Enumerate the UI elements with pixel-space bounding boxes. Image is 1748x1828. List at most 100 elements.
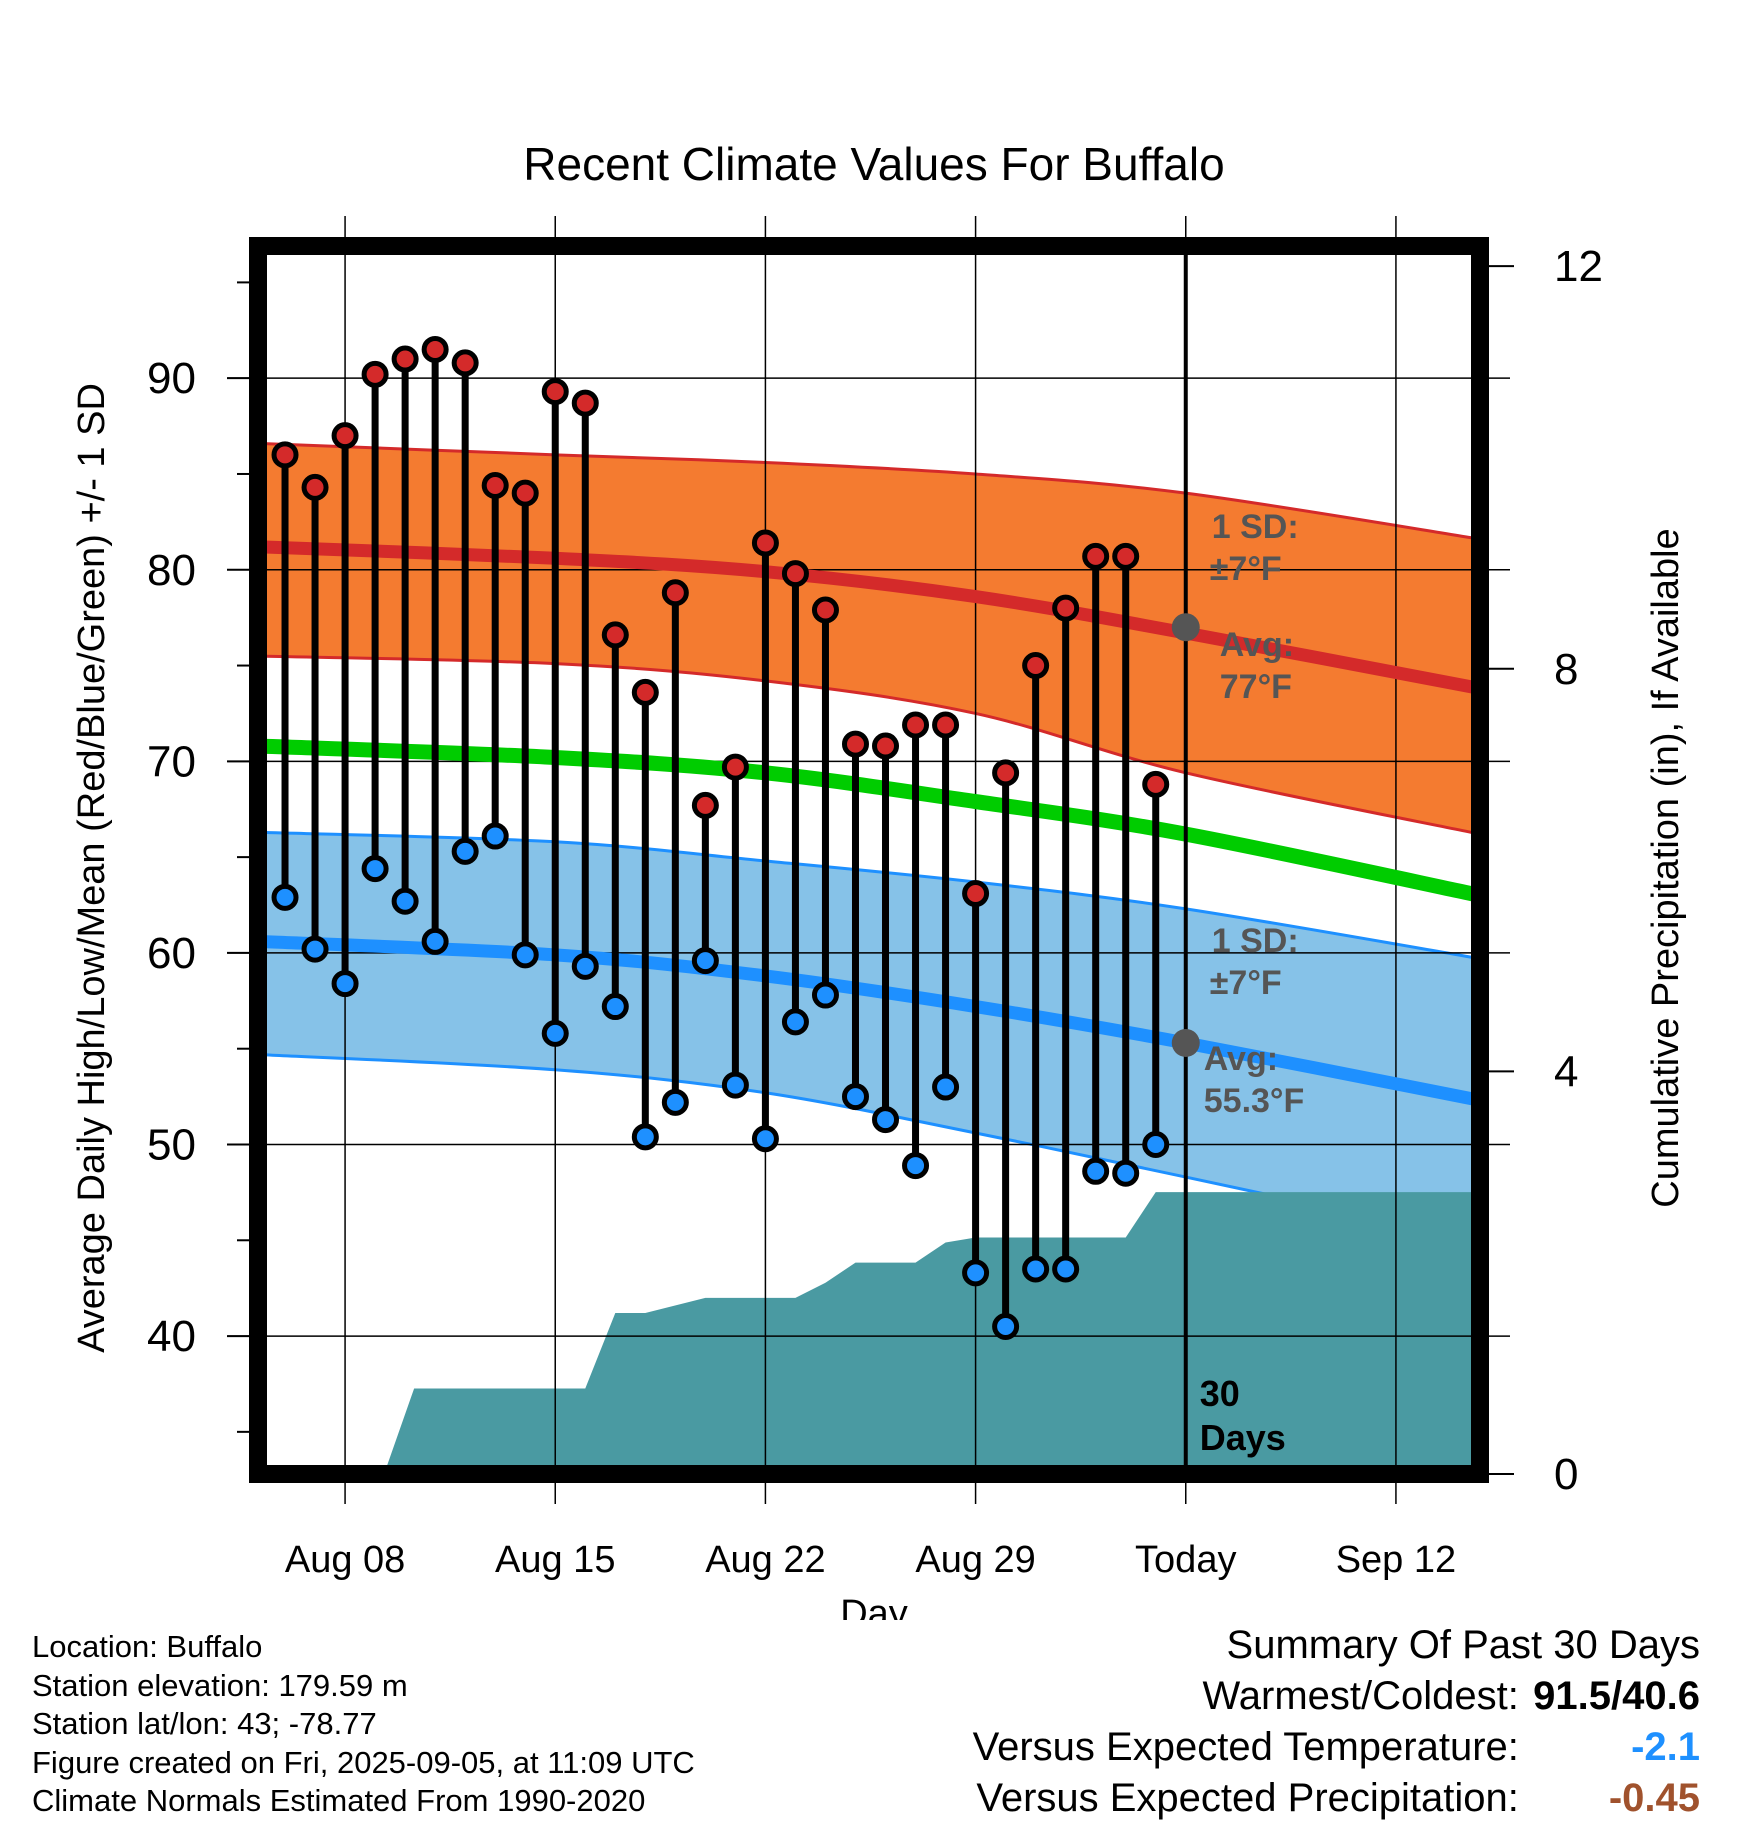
x-tick-label: Sep 12: [1336, 1539, 1456, 1581]
days-word-label: Days: [1200, 1417, 1286, 1458]
station-info: Location: Buffalo Station elevation: 179…: [32, 1628, 695, 1821]
observed-series: [271, 335, 1170, 1340]
x-axis-label: Day: [840, 1593, 908, 1620]
observed-low-point: [902, 1152, 930, 1180]
summary-temp: Versus Expected Temperature: -2.1: [973, 1722, 1700, 1773]
observed-low-point: [331, 970, 359, 998]
observed-low-point: [781, 1008, 809, 1036]
observed-low-point: [301, 935, 329, 963]
observed-high-point: [751, 529, 779, 557]
annotations: 1 SD: ±7°F Avg: 77°F 1 SD: ±7°F Avg: 55.3°F 30Da…: [1171, 508, 1305, 1458]
x-tick-label: Aug 08: [285, 1539, 405, 1581]
warm-cold-label: Warmest/Coldest:: [1202, 1674, 1519, 1718]
observed-high-point: [1142, 770, 1170, 798]
y-tick-label: 70: [147, 737, 196, 786]
observed-high-point: [691, 791, 719, 819]
observed-high-point: [1022, 652, 1050, 680]
observed-low-point: [1052, 1255, 1080, 1283]
y-tick-label: 80: [147, 546, 196, 595]
low-avg-value: 55.3°F: [1204, 1082, 1305, 1120]
y-tick-label: 60: [147, 929, 196, 978]
observed-low-point: [841, 1083, 869, 1111]
y2-tick-label: 4: [1554, 1047, 1578, 1096]
observed-low-point: [811, 981, 839, 1009]
days-count-label: 30: [1200, 1373, 1240, 1414]
high-avg-value: 77°F: [1220, 668, 1292, 706]
high-sd-value: ±7°F: [1210, 550, 1282, 588]
observed-low-point: [1142, 1130, 1170, 1158]
axes: 40 50 60 70 80 90 0 4 8 12 Aug 08 Aug 15 Aug 22 Aug 2…: [147, 237, 1603, 1581]
observed-high-point: [511, 479, 539, 507]
y2-tick-label: 8: [1554, 645, 1578, 694]
observed-low-point: [421, 927, 449, 955]
observed-high-point: [481, 471, 509, 499]
observed-high-point: [932, 711, 960, 739]
summary-panel: Summary Of Past 30 Days Warmest/Coldest:…: [973, 1620, 1700, 1824]
observed-low-point: [751, 1125, 779, 1153]
observed-low-point: [721, 1071, 749, 1099]
chart-title: Recent Climate Values For Buffalo: [523, 138, 1224, 190]
created-text: Figure created on Fri, 2025-09-05, at 11…: [32, 1744, 695, 1780]
observed-high-point: [1112, 542, 1140, 570]
low-sd-lower-edge: [257, 1052, 1481, 1242]
observed-high-point: [661, 579, 689, 607]
y-tick-label: 90: [147, 354, 196, 403]
observed-high-point: [451, 349, 479, 377]
observed-high-point: [992, 759, 1020, 787]
temp-value: -2.1: [1631, 1725, 1700, 1769]
observed-low-point: [481, 822, 509, 850]
y-axis-label: Average Daily High/Low/Mean (Red/Blue/Gr…: [71, 383, 113, 1353]
observed-high-point: [331, 422, 359, 450]
y-tick-label: 50: [147, 1120, 196, 1169]
observed-high-point: [841, 730, 869, 758]
observed-low-point: [1082, 1157, 1110, 1185]
y2-tick-label: 12: [1554, 242, 1603, 291]
precip-value: -0.45: [1608, 1776, 1700, 1820]
high-sd-label: 1 SD:: [1212, 508, 1299, 546]
observed-low-point: [1112, 1159, 1140, 1187]
precipitation-area: [258, 1192, 1480, 1474]
high-sd-upper-edge: [257, 441, 1481, 541]
observed-high-point: [811, 596, 839, 624]
observed-low-point: [511, 941, 539, 969]
observed-high-point: [872, 732, 900, 760]
observed-high-point: [541, 378, 569, 406]
elevation-text: Station elevation: 179.59 m: [32, 1667, 408, 1703]
high-avg-label: Avg:: [1220, 626, 1294, 664]
observed-low-point: [541, 1019, 569, 1047]
observed-high-point: [721, 753, 749, 781]
observed-low-point: [631, 1123, 659, 1151]
normal-bands: [257, 441, 1481, 1242]
low-sd-label: 1 SD:: [1212, 922, 1299, 960]
low-avg-label: Avg:: [1204, 1040, 1278, 1078]
observed-high-point: [391, 345, 419, 373]
today-high-marker: [1171, 613, 1200, 642]
observed-high-point: [361, 360, 389, 388]
summary-warm-cold: Warmest/Coldest: 91.5/40.6: [973, 1671, 1701, 1722]
plot-frame: [249, 237, 1489, 1483]
observed-low-point: [391, 887, 419, 915]
normal-low-line: [257, 934, 1482, 1107]
observed-high-point: [902, 711, 930, 739]
y-tick-label: 40: [147, 1312, 196, 1361]
observed-low-point: [962, 1259, 990, 1287]
summary-heading: Summary Of Past 30 Days: [1226, 1623, 1700, 1667]
warm-cold-value: 91.5/40.6: [1533, 1674, 1700, 1718]
observed-low-point: [992, 1312, 1020, 1340]
summary-precip: Versus Expected Precipitation: -0.45: [973, 1773, 1700, 1824]
observed-high-point: [571, 389, 599, 417]
precip-label: Versus Expected Precipitation:: [976, 1776, 1519, 1820]
observed-low-point: [661, 1088, 689, 1116]
observed-low-point: [691, 947, 719, 975]
observed-low-point: [601, 993, 629, 1021]
observed-low-point: [361, 855, 389, 883]
location-text: Location: Buffalo: [32, 1629, 263, 1664]
observed-low-point: [872, 1106, 900, 1134]
x-tick-label: Aug 29: [915, 1539, 1035, 1581]
observed-low-point: [271, 883, 299, 911]
observed-high-point: [1082, 542, 1110, 570]
observed-high-point: [781, 560, 809, 588]
high-sd-band: [258, 443, 1480, 835]
observed-high-point: [962, 880, 990, 908]
